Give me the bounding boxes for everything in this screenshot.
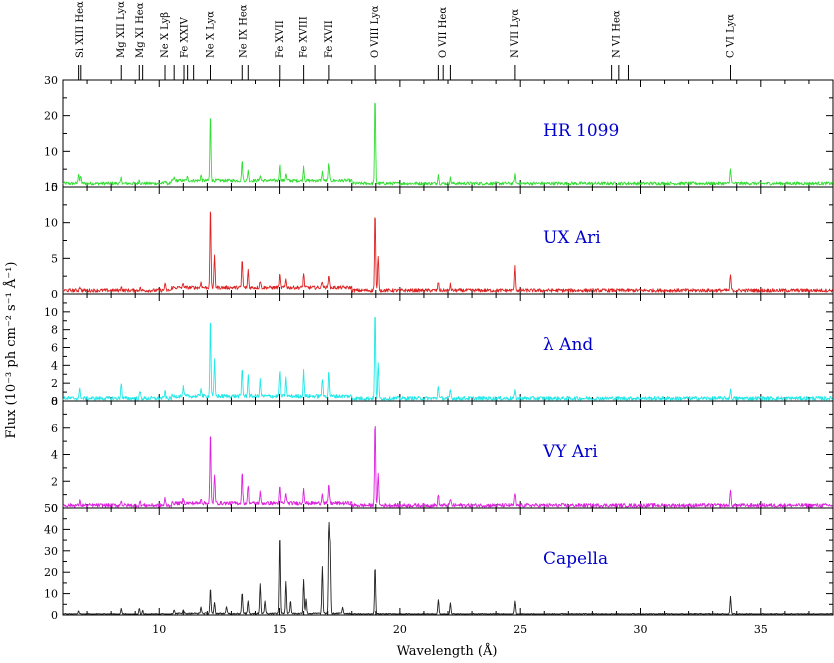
y-tick-label: 2: [51, 377, 58, 390]
y-tick-label: 5: [51, 252, 58, 265]
x-axis-label: Wavelength (Å): [397, 643, 498, 659]
panel-frame: [62, 186, 834, 295]
x-tick-label: 20: [393, 623, 407, 636]
spectrum-line: [62, 521, 833, 615]
y-tick-label: 0: [51, 181, 58, 194]
y-tick-label: 8: [51, 395, 58, 408]
panel-frame: [62, 79, 834, 188]
x-tick-label: 10: [152, 623, 166, 636]
x-tick-label: 15: [273, 623, 287, 636]
spectrum-line: [62, 316, 833, 401]
line-id-label: Ne IX Heα: [238, 4, 249, 58]
panel-frame: [62, 507, 834, 616]
panel-star-label: λ And: [543, 335, 593, 355]
y-tick-label: 10: [44, 588, 58, 601]
line-id-label: C VI Lyα: [725, 14, 736, 58]
panel-vy-ari: 0 2 4 6 8 VY Ari: [51, 395, 834, 515]
y-tick-label: 8: [51, 324, 58, 337]
y-tick-label: 0: [51, 288, 58, 301]
line-id-label: Fe XXIV: [180, 16, 191, 58]
y-tick-label: 4: [51, 449, 58, 462]
panel-hr-1099: 0 10 20 30 HR 1099: [44, 74, 834, 194]
x-tick-label: 25: [513, 623, 527, 636]
panel-star-label: VY Ari: [542, 442, 598, 462]
y-tick-label: 40: [44, 523, 58, 536]
panel--and: 0 2 4 6 8 10 λ And: [44, 293, 834, 408]
line-identification-labels: Si XIII Heα Mg XII Lyα Mg XI Heα Ne X Lyβ Fe…: [75, 1, 736, 80]
panel-star-label: Capella: [543, 549, 608, 569]
y-tick-label: 2: [51, 475, 58, 488]
line-id-label: Ne X Lyβ: [160, 12, 171, 58]
y-tick-label: 30: [44, 74, 58, 87]
line-id-label: Fe XVII: [324, 20, 335, 58]
y-tick-label: 20: [44, 110, 58, 123]
y-tick-label: 10: [44, 145, 58, 158]
line-id-label: Fe XVIII: [299, 16, 310, 58]
x-tick-label: 35: [754, 623, 768, 636]
line-id-label: Ne X Lyα: [206, 11, 217, 58]
panel-ux-ari: 0 5 10 15 UX Ari: [44, 181, 834, 301]
y-tick-label: 6: [51, 342, 58, 355]
y-tick-label: 4: [51, 359, 58, 372]
panel-frame: [62, 400, 834, 509]
line-id-label: Mg XI Heα: [135, 2, 146, 58]
panel-capella: 0 10 20 30 40 50 Capella: [44, 502, 834, 622]
panel-frame: [62, 293, 834, 402]
spectrum-line: [62, 102, 833, 186]
line-id-label: O VII Heα: [438, 7, 449, 58]
y-tick-label: 10: [44, 306, 58, 319]
y-tick-label: 6: [51, 422, 58, 435]
line-id-label: Mg XII Lyα: [116, 1, 127, 58]
y-tick-label: 0: [51, 502, 58, 515]
y-tick-label: 10: [44, 217, 58, 230]
line-id-label: O VIII Lyα: [370, 5, 381, 58]
line-id-label: Si XIII Heα: [75, 1, 86, 58]
x-tick-label: 30: [634, 623, 648, 636]
y-tick-label: 0: [51, 395, 58, 408]
y-axis-label: Flux (10⁻³ ph cm⁻² s⁻¹ Å⁻¹): [3, 262, 19, 439]
line-id-label: N VII Lyα: [510, 9, 521, 58]
panel-star-label: UX Ari: [543, 228, 601, 248]
spectrum-line: [62, 211, 833, 293]
spectrum-line: [62, 426, 833, 508]
line-id-label: N VI Heα: [611, 10, 622, 58]
panel-star-label: HR 1099: [543, 121, 619, 141]
y-tick-label: 20: [44, 566, 58, 579]
y-tick-label: 0: [51, 609, 58, 622]
y-tick-label: 15: [44, 181, 58, 194]
line-id-label: Fe XVII: [275, 20, 286, 58]
y-tick-label: 50: [44, 502, 58, 515]
y-tick-label: 30: [44, 545, 58, 558]
